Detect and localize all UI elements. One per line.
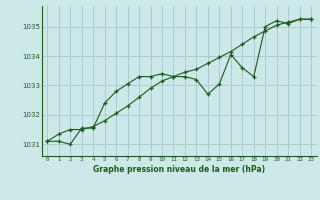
X-axis label: Graphe pression niveau de la mer (hPa): Graphe pression niveau de la mer (hPa) xyxy=(93,165,265,174)
